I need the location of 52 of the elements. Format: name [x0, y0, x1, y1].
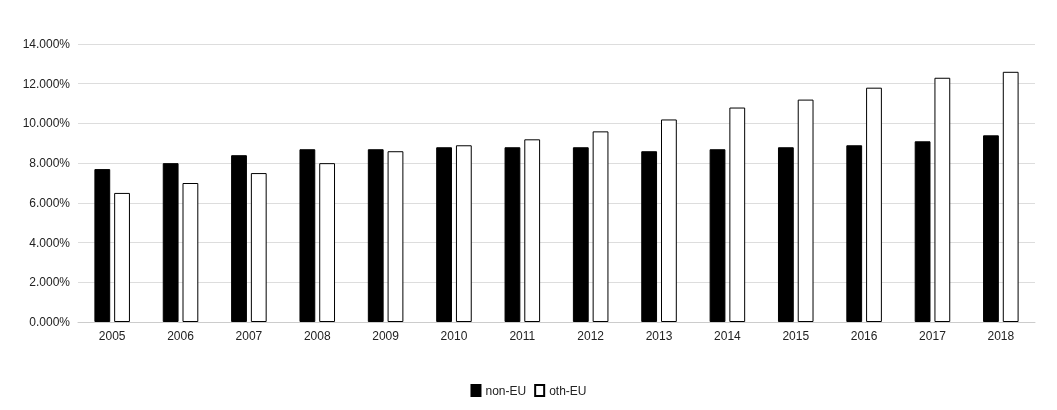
- bar: [661, 119, 677, 322]
- legend-label: non-EU: [485, 383, 527, 398]
- x-tick-label: 2014: [714, 329, 742, 343]
- bar: [387, 151, 404, 322]
- bar: [729, 107, 746, 322]
- bar: [319, 163, 336, 322]
- bar: [455, 145, 472, 322]
- x-tick-label: 2008: [303, 329, 331, 343]
- bar: [524, 139, 541, 322]
- bar: [592, 131, 609, 322]
- y-tick-label: 4.000%: [29, 235, 71, 250]
- bar: [777, 147, 794, 322]
- y-tick-label: 6.000%: [29, 195, 71, 210]
- y-tick-label: 8.000%: [29, 156, 71, 171]
- bar: [914, 141, 931, 322]
- bar: [572, 147, 589, 322]
- x-tick-label: 2009: [372, 329, 400, 343]
- bar: [182, 183, 199, 322]
- x-tick-label: 2006: [167, 329, 195, 343]
- y-tick-label: 14.000%: [22, 37, 71, 51]
- x-tick-label: 2010: [440, 329, 468, 343]
- bar: [94, 169, 111, 322]
- y-tick-label: 0.000%: [29, 315, 71, 329]
- x-tick-label: 2018: [987, 329, 1015, 343]
- x-tick-label: 2007: [235, 329, 263, 343]
- bar: [162, 163, 179, 322]
- x-tick-label: 2012: [577, 329, 605, 343]
- x-tick-label: 2013: [645, 329, 673, 343]
- x-tick-label: 2005: [98, 329, 126, 343]
- y-tick-label: 10.000%: [22, 116, 71, 131]
- bar: [231, 155, 247, 322]
- x-tick-label: 2011: [509, 329, 536, 343]
- bar: [114, 192, 130, 322]
- bar: [797, 99, 814, 322]
- bar: [983, 135, 999, 322]
- bar: [504, 147, 521, 322]
- legend-label: oth-EU: [549, 383, 587, 398]
- bar: [641, 151, 658, 322]
- bar: [299, 149, 316, 322]
- x-tick-label: 2017: [919, 329, 947, 343]
- bar: [436, 147, 452, 322]
- bar: [846, 145, 863, 322]
- x-tick-label: 2016: [850, 329, 878, 343]
- y-tick-label: 12.000%: [22, 76, 71, 91]
- x-tick-label: 2015: [782, 329, 810, 343]
- bar: [250, 173, 267, 322]
- bar: [866, 87, 882, 322]
- bar: [934, 77, 951, 322]
- bar: [367, 149, 384, 322]
- y-tick-label: 2.000%: [29, 275, 71, 290]
- bar: [709, 149, 726, 322]
- bar: [1002, 71, 1019, 322]
